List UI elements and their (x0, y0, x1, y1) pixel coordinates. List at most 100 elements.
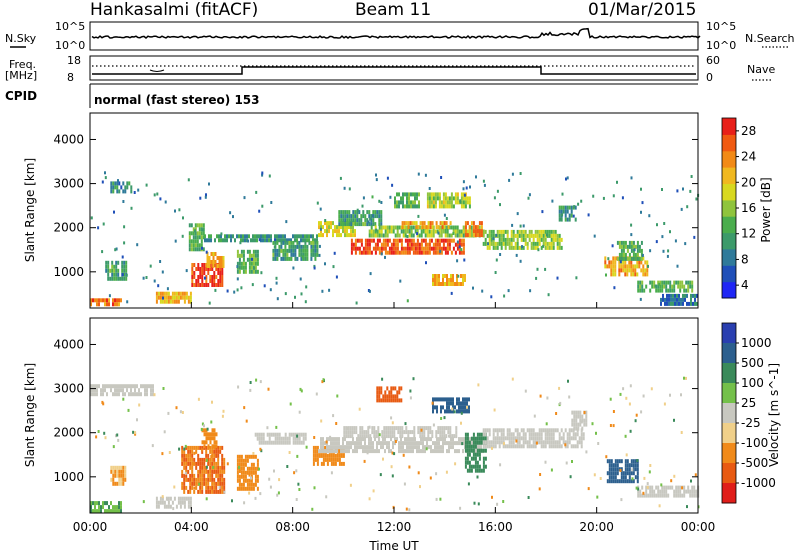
heatmap-cell (328, 449, 330, 454)
heatmap-cell (292, 244, 295, 249)
heatmap-cell (432, 233, 435, 238)
heatmap-scatter-cell (495, 233, 498, 237)
heatmap-cell (374, 210, 377, 215)
heatmap-cell (460, 274, 462, 278)
heatmap-cell (614, 268, 617, 273)
heatmap-cell (449, 430, 452, 435)
heatmap-cell (124, 384, 126, 389)
heatmap-cell (438, 445, 440, 450)
heatmap-cell (334, 437, 336, 442)
heatmap-scatter-cell (681, 486, 684, 490)
heatmap-scatter-cell (661, 188, 663, 191)
heatmap-scatter-cell (658, 504, 661, 508)
heatmap-cell (217, 489, 220, 494)
heatmap-cell (294, 252, 297, 257)
heatmap-cell (114, 465, 117, 470)
heatmap-cell (486, 233, 489, 238)
heatmap-cell (426, 200, 429, 205)
heatmap-cell (470, 444, 473, 449)
heatmap-cell (498, 440, 501, 445)
heatmap-cell (244, 458, 247, 463)
heatmap-cell (448, 409, 450, 414)
heatmap-cell (418, 233, 421, 238)
heatmap-cell (413, 426, 416, 431)
heatmap-cell (655, 485, 658, 490)
heatmap-cell (610, 479, 613, 484)
heatmap-cell (673, 493, 676, 498)
heatmap-cell (284, 440, 287, 445)
heatmap-cell (608, 459, 611, 464)
heatmap-cell (448, 441, 450, 446)
heatmap-cell (201, 279, 204, 283)
heatmap-cell (252, 253, 255, 258)
heatmap-cell (657, 284, 660, 289)
heatmap-cell (570, 436, 573, 441)
heatmap-cell (466, 456, 469, 461)
heatmap-cell (664, 301, 666, 306)
heatmap-cell (430, 192, 433, 197)
heatmap-cell (444, 409, 446, 414)
heatmap-cell (443, 434, 446, 439)
heatmap-cell (452, 238, 455, 243)
heatmap-cell (445, 426, 448, 431)
heatmap-cell (116, 392, 118, 397)
heatmap-cell (416, 250, 419, 255)
heatmap-cell (494, 444, 497, 449)
heatmap-cell (340, 461, 343, 466)
heatmap-cell (542, 428, 545, 433)
heatmap-cell (482, 428, 485, 433)
heatmap-scatter-cell (250, 476, 252, 480)
heatmap-cell (478, 229, 481, 234)
heatmap-cell (238, 478, 241, 483)
heatmap-scatter-cell (670, 479, 673, 483)
heatmap-cell (106, 509, 108, 514)
heatmap-cell (645, 284, 648, 289)
heatmap-cell (431, 434, 434, 439)
heatmap-cell (460, 441, 462, 446)
heatmap-cell (398, 441, 400, 446)
heatmap-cell (572, 432, 575, 437)
heatmap-cell (577, 422, 580, 427)
heatmap-cell (364, 238, 367, 243)
heatmap-cell (201, 440, 204, 445)
heatmap-cell (434, 229, 437, 234)
heatmap-cell (470, 225, 473, 230)
heatmap-cell (616, 463, 619, 468)
heatmap-cell (324, 445, 327, 450)
heatmap-cell (618, 272, 621, 277)
heatmap-cell (100, 392, 102, 397)
heatmap-cell (677, 485, 680, 490)
heatmap-cell (238, 261, 241, 266)
heatmap-cell (207, 453, 210, 458)
heatmap-cell (194, 239, 197, 244)
heatmap-cell (576, 444, 579, 449)
heatmap-cell (213, 477, 216, 482)
heatmap-cell (388, 449, 390, 454)
heatmap-cell (360, 441, 362, 446)
heatmap-cell (183, 295, 186, 300)
heatmap-cell (296, 238, 298, 243)
heatmap-cell (198, 235, 201, 240)
heatmap-cell (462, 405, 464, 410)
heatmap-scatter-cell (260, 271, 263, 275)
heatmap-cell (400, 441, 402, 446)
heatmap-cell (111, 276, 114, 281)
heatmap-scatter-cell (288, 451, 291, 454)
heatmap-cell (242, 269, 245, 274)
heatmap-cell (155, 291, 158, 296)
heatmap-cell (449, 221, 452, 226)
heatmap-cell (624, 244, 627, 249)
heatmap-cell (430, 246, 433, 251)
heatmap-cell (679, 489, 682, 494)
heatmap-cell (326, 221, 328, 226)
heatmap-scatter-cell (519, 259, 522, 263)
heatmap-cell (436, 229, 439, 234)
heatmap-cell (583, 422, 586, 427)
heatmap-cell (392, 394, 395, 399)
heatmap-cell (432, 278, 434, 282)
freq-right-tick-top: 60 (706, 54, 720, 67)
heatmap-cell (248, 261, 251, 266)
heatmap-cell (402, 449, 404, 454)
heatmap-cell (191, 465, 194, 470)
heatmap-cell (294, 432, 297, 437)
